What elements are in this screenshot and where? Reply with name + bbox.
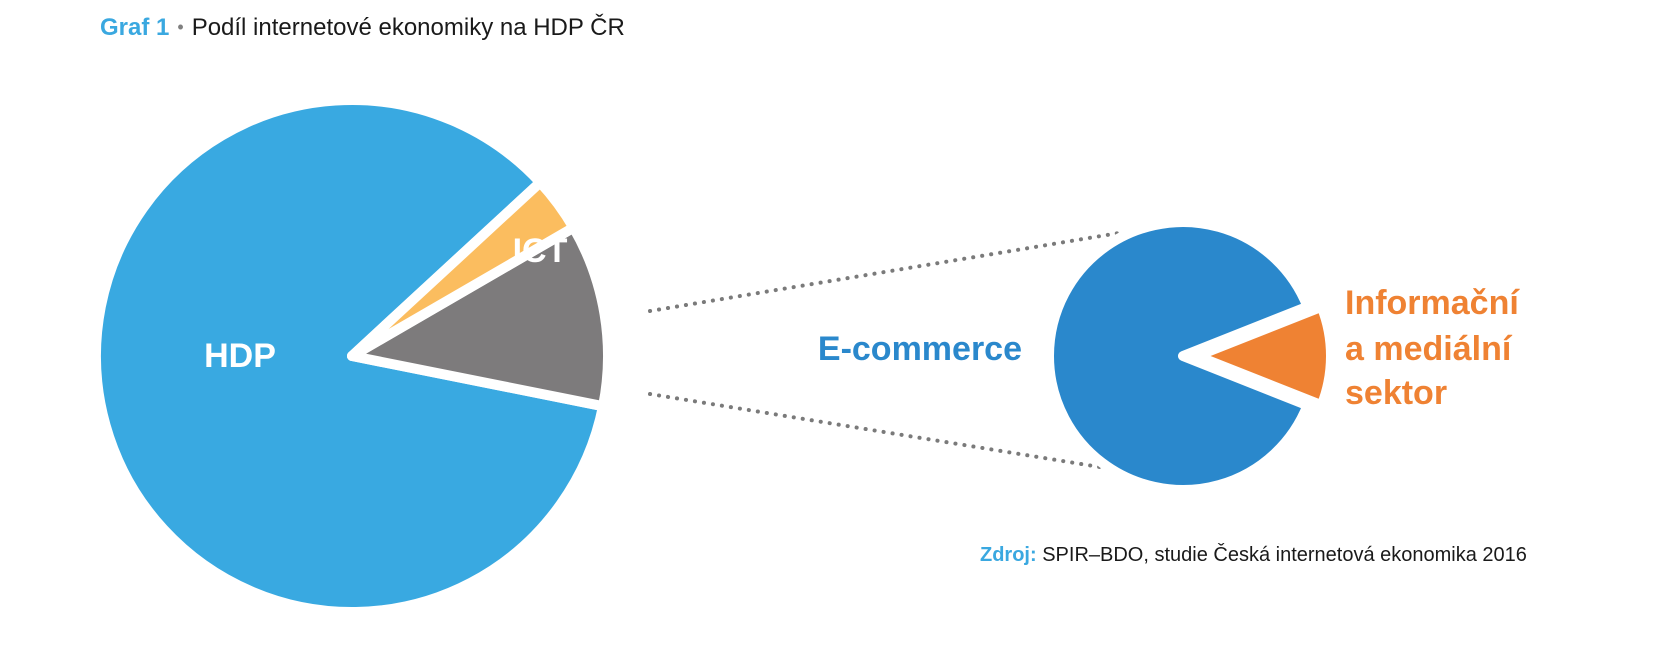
pie-slice-internet bbox=[347, 177, 579, 361]
slice-label-hdp: HDP bbox=[204, 337, 276, 375]
info-media-line-3: sektor bbox=[1345, 374, 1447, 412]
bullet-separator: • bbox=[177, 17, 184, 37]
chart-title: Podíl internetové ekonomiky na HDP ČR bbox=[191, 14, 625, 41]
figure-label: Graf 1 bbox=[100, 14, 170, 41]
source-text: SPIR–BDO, studie Česká internetová ekono… bbox=[1042, 544, 1527, 566]
connector-line-bottom bbox=[648, 392, 1120, 472]
info-media-line-1: Informační bbox=[1345, 284, 1520, 322]
pie-slice-ict bbox=[347, 222, 613, 412]
slice-label-info-media: Informační a mediální sektor bbox=[1345, 284, 1528, 412]
chart-header: Graf 1 • Podíl internetové ekonomiky na HD… bbox=[100, 14, 625, 42]
source-note: Zdroj: SPIR–BDO, studie Česká internetov… bbox=[980, 544, 1527, 567]
pie-slice-ecommerce bbox=[1044, 217, 1313, 495]
slice-label-ict: ICT bbox=[513, 232, 568, 270]
pie-slice-info-media bbox=[1192, 301, 1336, 411]
connector-line-top bbox=[648, 230, 1127, 313]
breakdown-pie bbox=[1044, 217, 1336, 495]
connector-lines bbox=[648, 230, 1127, 472]
source-label: Zdroj: bbox=[980, 544, 1037, 566]
main-pie bbox=[91, 95, 613, 617]
info-media-line-2: a mediální bbox=[1345, 330, 1513, 368]
slice-label-ecommerce: E-commerce bbox=[818, 330, 1022, 368]
